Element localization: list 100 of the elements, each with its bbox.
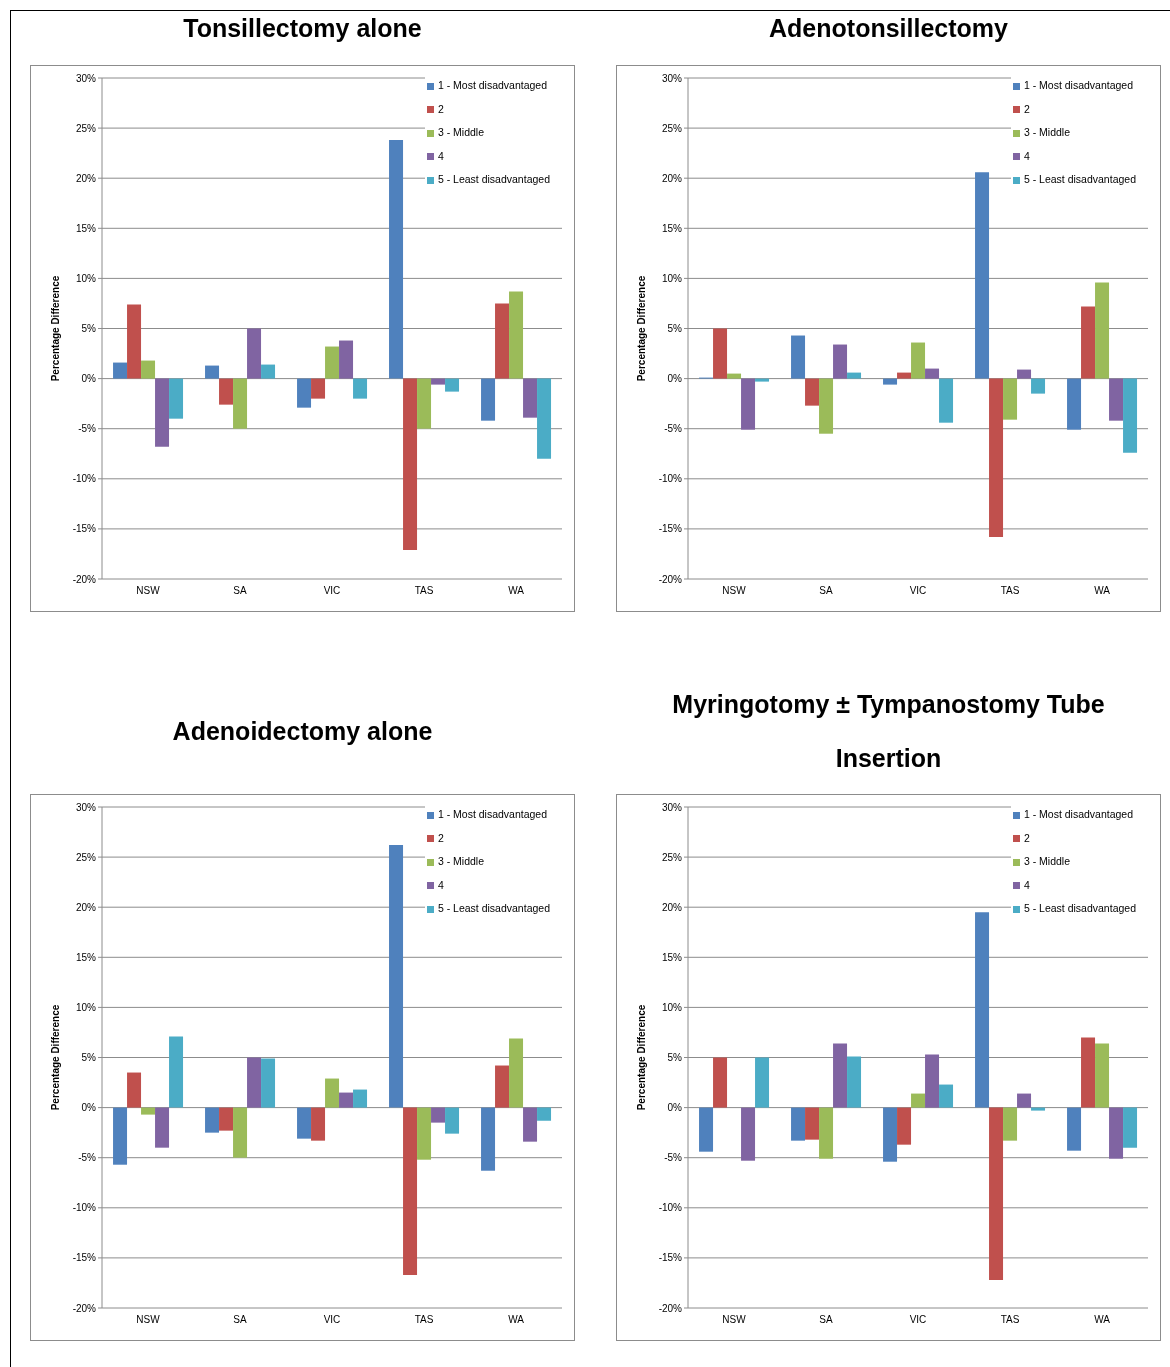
bar xyxy=(325,346,340,379)
y-tick-label: 0% xyxy=(81,1102,97,1114)
bar xyxy=(169,378,184,419)
bar xyxy=(1017,369,1032,379)
bar xyxy=(699,1107,714,1152)
bar xyxy=(847,372,862,379)
bar xyxy=(989,1107,1004,1280)
bar xyxy=(339,1092,354,1108)
bar xyxy=(219,1107,234,1131)
bar xyxy=(939,1084,954,1108)
legend-label: 4 xyxy=(437,149,444,162)
legend-label: 3 - Middle xyxy=(1023,855,1071,867)
y-tick-label: 25% xyxy=(661,122,683,134)
bar xyxy=(417,1107,432,1160)
y-axis-title: Percentage Difference xyxy=(635,1004,647,1111)
bar xyxy=(113,1107,128,1165)
chart-title: Adenoidectomy alone xyxy=(171,716,434,747)
legend-label: 3 - Middle xyxy=(1023,126,1071,138)
bar xyxy=(1109,1107,1124,1159)
y-tick-label: -20% xyxy=(658,573,683,585)
bar xyxy=(389,845,404,1108)
bar xyxy=(1031,378,1046,394)
y-tick-label: 10% xyxy=(661,1001,683,1013)
bar xyxy=(791,335,806,379)
legend-label: 5 - Least disadvantaged xyxy=(1023,173,1136,185)
legend-label: 4 xyxy=(437,878,444,891)
bar xyxy=(445,378,460,392)
y-tick-label: 25% xyxy=(661,851,683,863)
legend-label: 3 - Middle xyxy=(437,855,485,867)
x-tick-label: WA xyxy=(1094,1314,1111,1326)
bar xyxy=(445,1107,460,1134)
x-tick-label: WA xyxy=(1094,585,1111,597)
bar xyxy=(975,172,990,379)
bar xyxy=(169,1036,184,1108)
bar xyxy=(925,368,940,379)
y-tick-label: 20% xyxy=(661,901,683,913)
y-tick-label: 0% xyxy=(81,373,97,385)
bar xyxy=(741,378,756,430)
bar xyxy=(403,1107,418,1275)
y-tick-label: 5% xyxy=(667,1052,683,1064)
bar xyxy=(523,378,538,418)
y-tick-label: 20% xyxy=(75,901,97,913)
y-tick-label: 25% xyxy=(75,851,97,863)
bar xyxy=(353,1089,368,1108)
y-tick-label: -15% xyxy=(72,523,97,535)
bar xyxy=(537,1107,552,1121)
x-tick-label: NSW xyxy=(722,585,747,597)
y-tick-label: 15% xyxy=(75,951,97,963)
y-tick-label: 5% xyxy=(81,323,97,335)
x-tick-label: TAS xyxy=(414,1314,434,1326)
y-tick-label: 10% xyxy=(75,272,97,284)
bar xyxy=(1067,1107,1082,1151)
legend-label: 5 - Least disadvantaged xyxy=(1023,902,1136,914)
chart-title: Tonsillectomy alone xyxy=(182,13,423,44)
legend-label: 3 - Middle xyxy=(437,126,485,138)
y-tick-label: 10% xyxy=(75,1001,97,1013)
x-tick-label: WA xyxy=(508,1314,525,1326)
bar xyxy=(353,378,368,399)
bar xyxy=(727,373,742,379)
bar xyxy=(911,1093,926,1108)
bar xyxy=(1109,378,1124,421)
bar xyxy=(481,1107,496,1171)
y-tick-label: 15% xyxy=(75,222,97,234)
y-tick-label: -15% xyxy=(72,1252,97,1264)
bar xyxy=(805,378,820,406)
bar xyxy=(141,1107,156,1115)
bar xyxy=(755,378,770,382)
bar xyxy=(819,1107,834,1159)
bar xyxy=(403,378,418,550)
bar xyxy=(219,378,234,405)
x-tick-label: SA xyxy=(819,585,833,597)
bar xyxy=(127,304,142,379)
bar xyxy=(339,340,354,379)
y-tick-label: 15% xyxy=(661,222,683,234)
bar xyxy=(819,378,834,434)
legend-label: 2 xyxy=(1023,102,1030,115)
bar xyxy=(1095,282,1110,379)
bar xyxy=(1081,1037,1096,1108)
y-tick-label: -5% xyxy=(664,423,683,435)
x-tick-label: SA xyxy=(233,585,247,597)
legend-label: 1 - Most disadvantaged xyxy=(437,808,548,820)
bar xyxy=(431,1107,446,1123)
legend-label: 5 - Least disadvantaged xyxy=(437,902,550,914)
bar xyxy=(325,1078,340,1108)
y-tick-label: 30% xyxy=(75,801,97,813)
y-tick-label: 30% xyxy=(75,72,97,84)
bar xyxy=(417,378,432,429)
x-tick-label: SA xyxy=(819,1314,833,1326)
y-axis-title: Percentage Difference xyxy=(49,1004,61,1111)
bar xyxy=(297,1107,312,1139)
chart-title: Adenotonsillectomy xyxy=(768,13,1009,44)
bar xyxy=(755,1057,770,1108)
y-tick-label: 0% xyxy=(667,1102,683,1114)
y-tick-label: 30% xyxy=(661,801,683,813)
bar xyxy=(741,1107,756,1161)
y-tick-label: 25% xyxy=(75,122,97,134)
bar xyxy=(311,1107,326,1141)
bar xyxy=(1003,1107,1018,1141)
y-tick-label: -20% xyxy=(658,1302,683,1314)
bar xyxy=(897,372,912,379)
